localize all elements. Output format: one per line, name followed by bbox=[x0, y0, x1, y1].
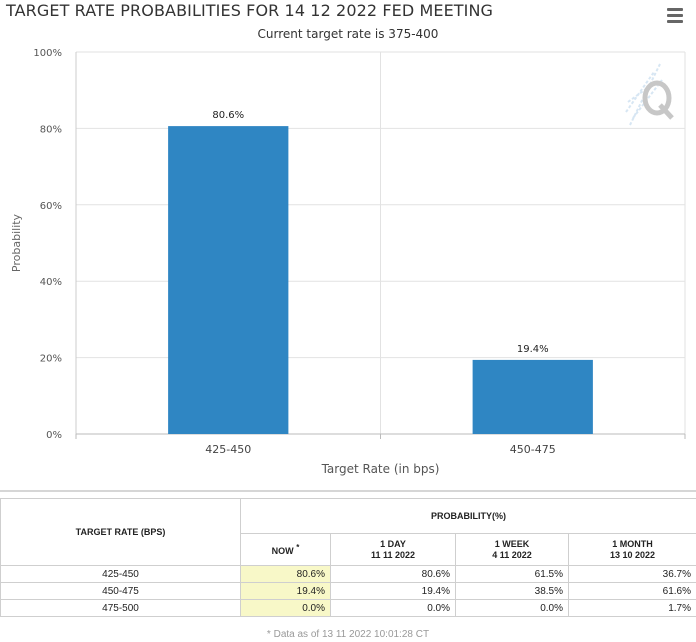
x-tick-label: 450-475 bbox=[510, 443, 556, 456]
y-tick-label: 100% bbox=[33, 48, 62, 59]
hamburger-menu-icon bbox=[667, 8, 683, 11]
row-now: 19.4% bbox=[240, 582, 331, 600]
row-1-month: 36.7% bbox=[568, 565, 696, 583]
y-tick-label: 20% bbox=[40, 354, 62, 365]
data-timestamp-footnote: * Data as of 13 11 2022 10:01:28 CT bbox=[266, 629, 430, 640]
hamburger-menu-icon-bar bbox=[667, 14, 683, 17]
row-1-week: 38.5% bbox=[455, 582, 569, 600]
chart-area: 0% 20% 40% 60% 80% 100% 80.6% 425-450 19.4% 450-4… bbox=[6, 1, 686, 476]
row-now: 80.6% bbox=[240, 565, 331, 583]
header-target-rate: TARGET RATE (BPS) bbox=[0, 498, 241, 566]
row-now: 0.0% bbox=[240, 599, 331, 617]
header-1-day-date: 11 11 2022 bbox=[370, 549, 416, 560]
header-1-day-label: 1 DAY bbox=[380, 538, 406, 549]
bar bbox=[472, 359, 593, 434]
chart-title: TARGET RATE PROBABILITIES FOR 14 12 2022… bbox=[6, 1, 494, 20]
header-1-week-date: 4 11 2022 bbox=[492, 549, 532, 560]
y-tick-label: 60% bbox=[40, 201, 62, 212]
row-1-month: 1.7% bbox=[568, 599, 696, 617]
section-divider bbox=[0, 490, 696, 492]
row-rate: 475-500 bbox=[0, 599, 241, 617]
y-tick-label: 80% bbox=[40, 124, 62, 135]
row-rate: 425-450 bbox=[0, 565, 241, 583]
x-axis-title: Target Rate (in bps) bbox=[321, 462, 440, 476]
header-probability: PROBABILITY(%) bbox=[240, 498, 696, 534]
header-1-week: 1 WEEK 4 11 2022 bbox=[455, 533, 569, 566]
row-1-day: 80.6% bbox=[330, 565, 456, 583]
header-now: NOW * bbox=[240, 533, 331, 566]
header-now-label: NOW bbox=[271, 546, 294, 556]
chart-menu-button[interactable] bbox=[664, 8, 686, 24]
chart-subtitle: Current target rate is 375-400 bbox=[257, 27, 439, 41]
table-row: 425-450 80.6% 80.6% 61.5% 36.7% bbox=[0, 565, 696, 583]
hamburger-menu-icon-bar bbox=[667, 20, 683, 23]
data-label: 19.4% bbox=[517, 344, 549, 355]
bar bbox=[168, 126, 289, 434]
table-row: 450-475 19.4% 19.4% 38.5% 61.6% bbox=[0, 582, 696, 600]
row-1-week: 61.5% bbox=[455, 565, 569, 583]
y-tick-label: 40% bbox=[40, 277, 62, 288]
header-1-day: 1 DAY 11 11 2022 bbox=[330, 533, 456, 566]
header-1-week-label: 1 WEEK bbox=[494, 538, 530, 549]
header-1-month-label: 1 MONTH bbox=[612, 538, 653, 549]
probability-table: TARGET RATE (BPS) PROBABILITY(%) NOW * 1… bbox=[0, 498, 696, 617]
row-1-day: 19.4% bbox=[330, 582, 456, 600]
table-row: 475-500 0.0% 0.0% 0.0% 1.7% bbox=[0, 599, 696, 617]
row-rate: 450-475 bbox=[0, 582, 241, 600]
y-tick-label: 0% bbox=[46, 430, 62, 441]
row-1-month: 61.6% bbox=[568, 582, 696, 600]
quikstrike-q-logo-icon bbox=[625, 63, 674, 126]
bar-chart: 0% 20% 40% 60% 80% 100% 80.6% 425-450 19.4% 450-4… bbox=[10, 48, 686, 476]
header-1-month: 1 MONTH 13 10 2022 bbox=[568, 533, 696, 566]
row-1-week: 0.0% bbox=[455, 599, 569, 617]
header-now-mark: * bbox=[296, 543, 300, 552]
data-label: 80.6% bbox=[212, 110, 244, 121]
row-1-day: 0.0% bbox=[330, 599, 456, 617]
y-axis-title: Probability bbox=[10, 213, 23, 272]
header-1-month-date: 13 10 2022 bbox=[609, 549, 656, 560]
x-tick-label: 425-450 bbox=[205, 443, 251, 456]
